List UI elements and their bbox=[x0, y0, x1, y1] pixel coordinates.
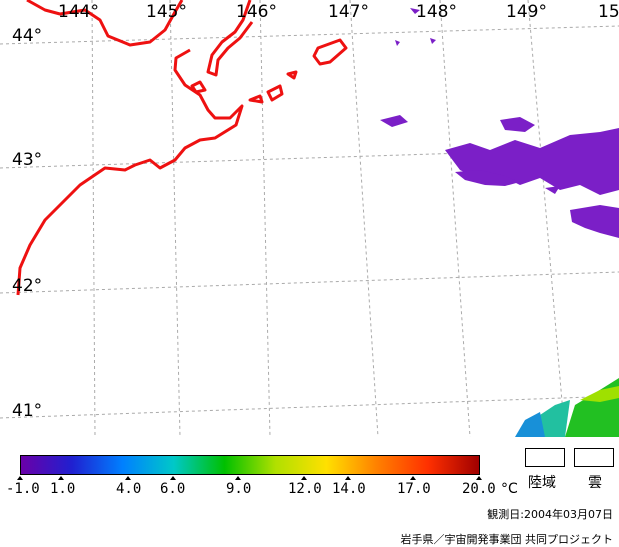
tick-mark bbox=[235, 476, 241, 480]
cloud-legend-label: 雲 bbox=[588, 475, 602, 491]
colorbar-tick-label: 9.0 bbox=[226, 481, 252, 497]
colorbar-tick-label: 14.0 bbox=[332, 481, 366, 497]
lon-label-148: 148° bbox=[416, 2, 457, 22]
cloud-legend-swatch bbox=[574, 448, 614, 467]
colorbar-tick-label: 4.0 bbox=[116, 481, 142, 497]
lat-label-41: 41° bbox=[12, 401, 43, 421]
warm-sst-patches bbox=[515, 378, 619, 437]
colorbar-tick-label: 17.0 bbox=[397, 481, 431, 497]
lat-label-42: 42° bbox=[12, 276, 43, 296]
lon-label-150: 15 bbox=[598, 2, 619, 22]
colorbar-tick-label: 1.0 bbox=[50, 481, 76, 497]
tick-mark bbox=[125, 476, 131, 480]
graticule bbox=[0, 0, 619, 437]
tick-mark bbox=[58, 476, 64, 480]
tick-mark bbox=[170, 476, 176, 480]
credit-text: 岩手県／宇宙開発事業団 共同プロジェクト bbox=[400, 533, 614, 546]
colorbar-tick-label: -1.0 bbox=[6, 481, 40, 497]
lon-label-146: 146° bbox=[236, 2, 277, 22]
colorbar-tick-label: 12.0 bbox=[288, 481, 322, 497]
sst-map bbox=[0, 0, 619, 437]
tick-mark bbox=[410, 476, 416, 480]
observation-date: 観測日:2004年03月07日 bbox=[487, 508, 613, 521]
temperature-colorbar bbox=[20, 455, 480, 475]
lat-label-44: 44° bbox=[12, 26, 43, 46]
colorbar-tick-label: 6.0 bbox=[160, 481, 186, 497]
temperature-unit: °C bbox=[501, 481, 518, 497]
purple-sst-patches bbox=[380, 8, 619, 238]
tick-mark bbox=[17, 476, 23, 480]
land-legend-label: 陸域 bbox=[528, 475, 556, 491]
lon-label-149: 149° bbox=[506, 2, 547, 22]
tick-mark bbox=[301, 476, 307, 480]
tick-mark bbox=[476, 476, 482, 480]
tick-mark bbox=[345, 476, 351, 480]
lon-label-147: 147° bbox=[328, 2, 369, 22]
colorbar-tick-label: 20.0 bbox=[462, 481, 496, 497]
lon-label-144: 144° bbox=[58, 2, 99, 22]
lat-label-43: 43° bbox=[12, 150, 43, 170]
lon-label-145: 145° bbox=[146, 2, 187, 22]
coastline bbox=[16, 0, 348, 296]
land-legend-swatch bbox=[525, 448, 565, 467]
